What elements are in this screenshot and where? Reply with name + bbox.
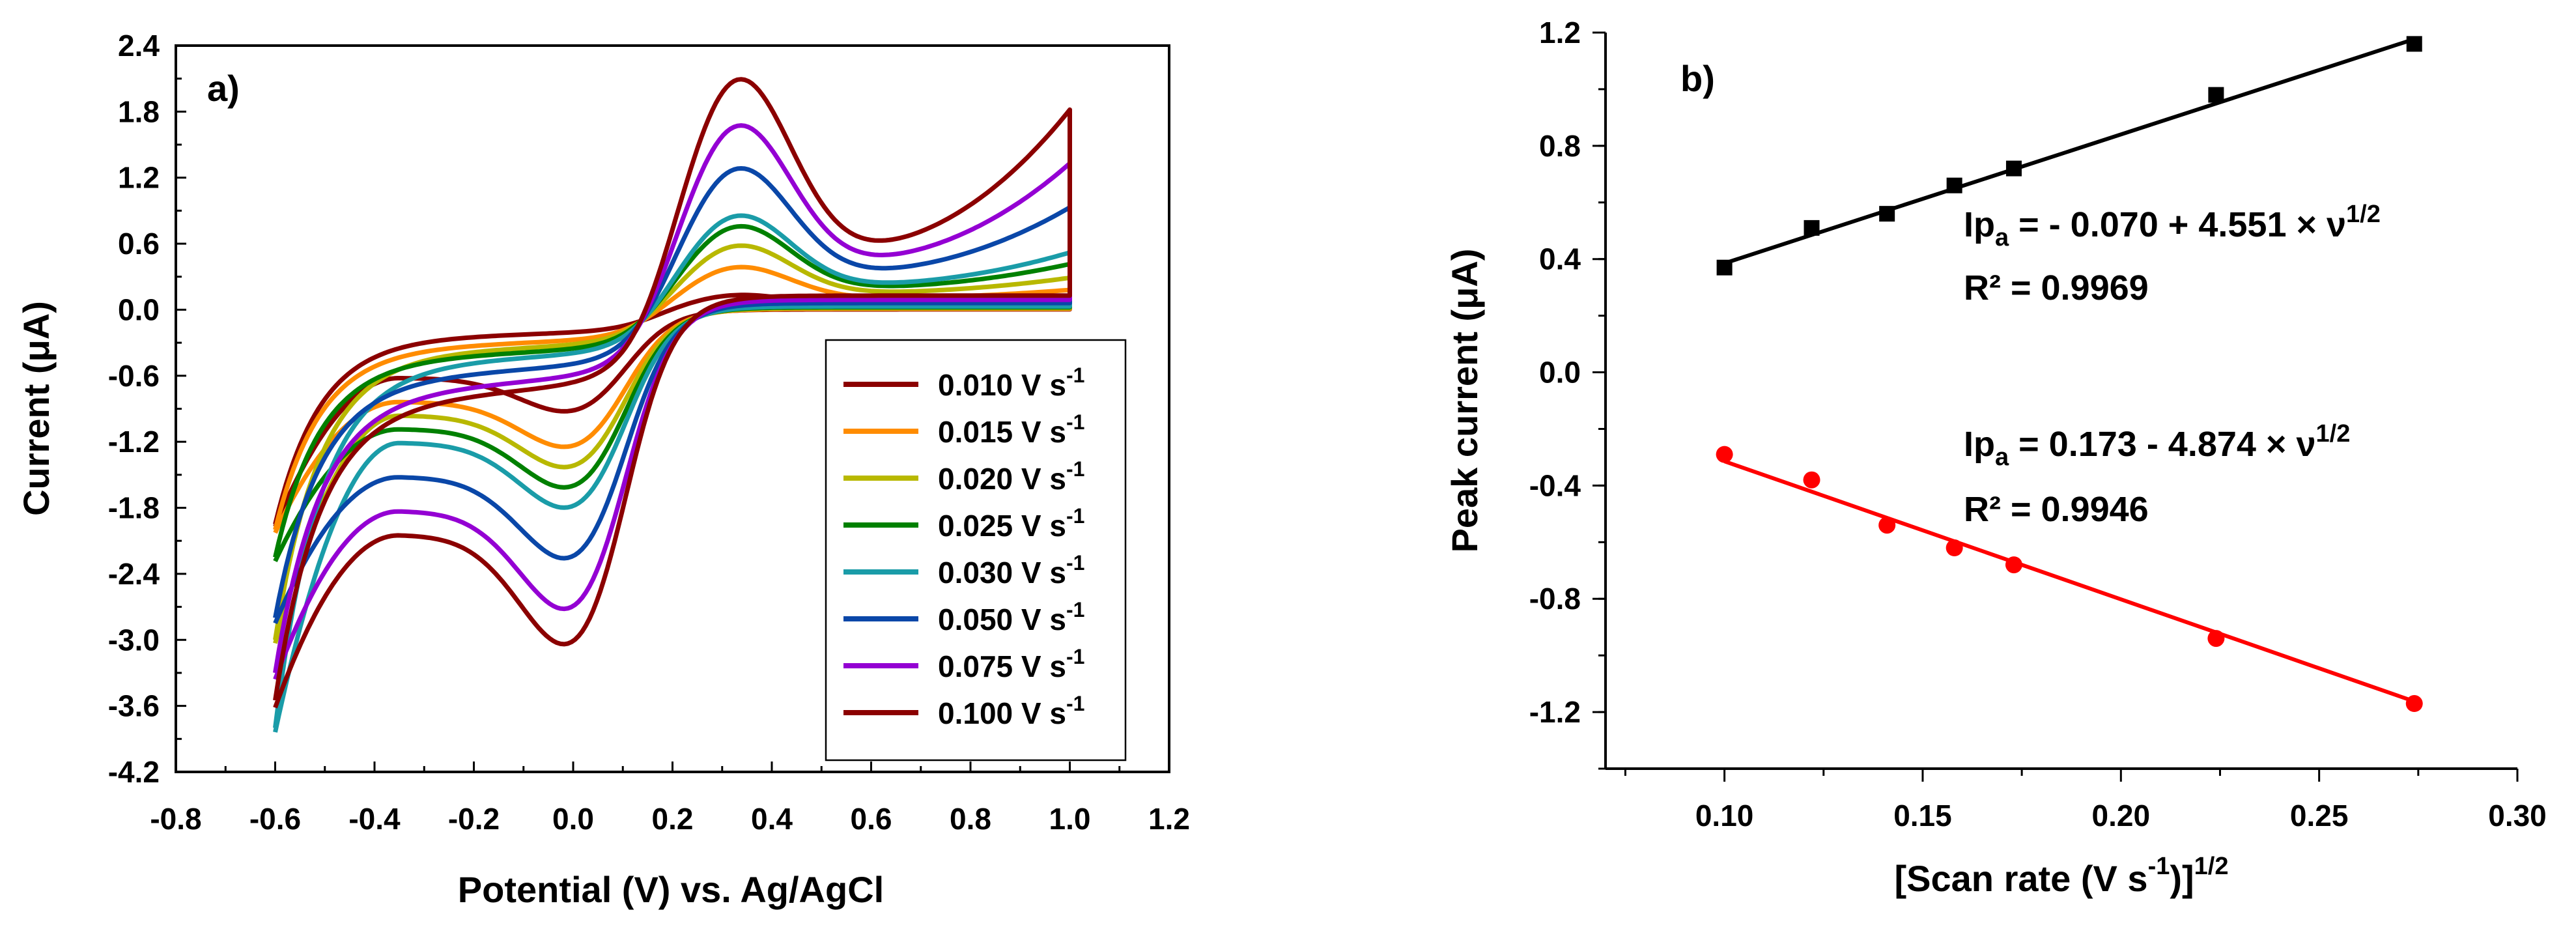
y-tick-label: -3.0 [108,623,160,657]
cathodic-data-point [2005,556,2022,574]
y-tick-label: -1.2 [1529,695,1581,729]
y-tick-label: -3.6 [108,689,160,723]
legend-entry: 0.020 V s-1 [938,457,1084,496]
anodic-data-point [1946,177,1962,193]
legend-entry: 0.030 V s-1 [938,551,1084,590]
cathodic-data-point [1878,517,1896,534]
anodic-fit-line [1723,37,2415,266]
x-tick-label: 0.25 [2290,799,2349,832]
x-tick-label: 0.6 [851,802,892,836]
y-tick-label: -4.2 [108,755,160,789]
x-tick-label: -0.2 [448,802,500,836]
cathodic-fit-line [1723,459,2415,704]
panel-b-label: b) [1680,58,1715,99]
legend-entry: 0.100 V s-1 [938,692,1084,730]
panel-b-points [1716,36,2423,713]
cathodic-data-point [1946,539,1963,556]
panel-a-legend: 0.010 V s-1 0.015 V s-1 0.020 V s-1 0.025 V… [825,339,1127,761]
x-tick-label: -0.6 [249,802,301,836]
panel-b-fit-lines [1723,37,2415,704]
legend-entry: 0.075 V s-1 [938,645,1084,683]
anodic-data-point [1879,206,1895,222]
cathodic-r-squared: R² = 0.9946 [1964,490,2149,529]
anodic-equation: Ipa = - 0.070 + 4.551 × ν1/2 [1964,201,2381,251]
panel-a-label: a) [207,68,240,109]
x-tick-label: 0.8 [950,802,991,836]
cathodic-data-point [1803,471,1820,489]
x-tick-label: -0.4 [348,802,401,836]
y-tick-label: -2.4 [108,557,160,591]
y-tick-label: 1.2 [1539,16,1581,50]
y-tick-label: -1.2 [108,425,160,459]
panel-a-x-axis-label: Potential (V) vs. Ag/AgCl [458,869,884,910]
legend-box [825,339,1127,761]
anodic-data-point [2406,36,2422,52]
y-tick-label: 1.8 [118,94,160,128]
cv-curve-7 [273,77,1072,709]
cathodic-data-point [2405,695,2423,713]
anodic-data-point [2208,87,2224,103]
y-tick-label: 0.6 [118,227,160,261]
panel-b-y-axis-label: Peak current (μA) [1444,249,1485,553]
x-tick-label: 1.2 [1148,802,1190,836]
x-tick-label: 0.0 [552,802,594,836]
y-tick-label: -1.8 [108,491,160,525]
y-tick-label: -0.4 [1529,468,1581,502]
legend-entry: 0.025 V s-1 [938,504,1084,543]
cathodic-data-point [1716,446,1733,463]
y-tick-label: -0.6 [108,359,160,393]
x-tick-label: 0.4 [751,802,793,836]
legend-entry: 0.010 V s-1 [938,363,1084,402]
panel-b-x-axis-label: [Scan rate (V s-1)]1/2 [1895,853,2229,899]
panel-a-curves [273,77,1072,733]
y-tick-label: 0.8 [1539,129,1581,163]
anodic-data-point [1804,220,1820,236]
x-tick-label: 0.30 [2488,799,2547,832]
x-tick-label: 0.20 [2092,799,2151,832]
y-tick-label: 0.0 [1539,356,1581,390]
anodic-data-point [1716,259,1733,276]
legend-entry: 0.050 V s-1 [938,598,1084,636]
panel-a-ticks: -0.8 -0.6 -0.4 -0.2 0.0 0.2 0.4 0.6 0.8 1.0 1.2 2.4… [108,29,1190,836]
x-tick-label: 1.0 [1049,802,1091,836]
cathodic-data-point [2207,630,2225,648]
x-tick-label: 0.2 [652,802,694,836]
anodic-r-squared: R² = 0.9969 [1964,268,2149,307]
panel-b: 0.10 0.15 0.20 0.25 0.30 1.2 0.8 0.4 0.0 -0.4 -0.8… [1444,16,2547,899]
y-tick-label: -0.8 [1529,582,1581,616]
x-tick-label: -0.8 [150,802,201,836]
y-tick-label: 2.4 [118,29,160,63]
panel-a-y-axis-label: Current (μA) [16,301,57,516]
anodic-data-point [2005,160,2022,177]
panel-b-ticks: 0.10 0.15 0.20 0.25 0.30 1.2 0.8 0.4 0.0 -0.4 -0.8… [1529,16,2547,832]
legend-entry: 0.015 V s-1 [938,410,1084,449]
y-tick-label: 1.2 [118,161,160,195]
cathodic-equation: Ipa = 0.173 - 4.874 × ν1/2 [1964,420,2350,471]
x-tick-label: 0.15 [1893,799,1952,832]
panel-a: -0.8 -0.6 -0.4 -0.2 0.0 0.2 0.4 0.6 0.8 1.0 1.2 2.4… [16,29,1190,910]
y-tick-label: 0.4 [1539,242,1581,276]
x-tick-label: 0.10 [1695,799,1754,832]
y-tick-label: 0.0 [118,292,160,326]
